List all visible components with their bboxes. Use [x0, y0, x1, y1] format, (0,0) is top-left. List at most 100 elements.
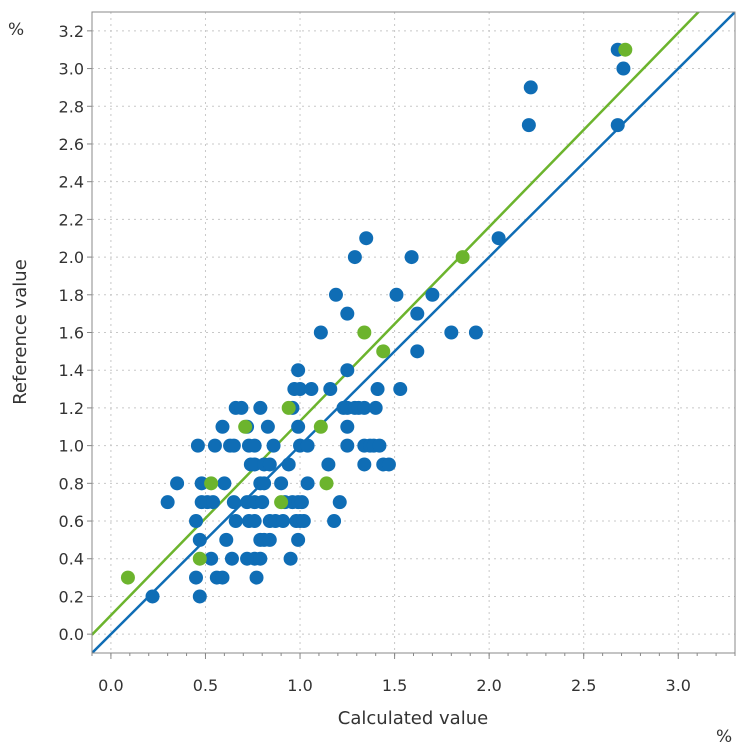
blue-data-point: [260, 419, 275, 434]
x-tick-label: 3.0: [666, 676, 691, 695]
blue-data-point: [347, 250, 362, 265]
blue-data-point: [425, 287, 440, 302]
blue-data-point: [262, 532, 277, 547]
blue-data-point: [357, 457, 372, 472]
green-data-point: [376, 344, 391, 359]
blue-data-point: [523, 80, 538, 95]
green-data-point: [357, 325, 372, 340]
y-tick-label: 1.4: [59, 361, 84, 380]
blue-data-point: [393, 382, 408, 397]
blue-data-point: [281, 457, 296, 472]
blue-data-point: [340, 363, 355, 378]
data-points: [120, 42, 633, 604]
green-data-point: [120, 570, 135, 585]
y-tick-label: 2.0: [59, 248, 84, 267]
blue-data-point: [204, 551, 219, 566]
tick-labels: 0.0 0.5 1.0 1.5 2.0 2.5 3.0 0.0 0.2 0.4 0.6 0.8 1.0 1…: [59, 22, 691, 695]
blue-data-point: [291, 419, 306, 434]
y-tick-label: 2.8: [59, 97, 84, 116]
green-data-point: [281, 400, 296, 415]
blue-data-point: [253, 400, 268, 415]
blue-data-point: [340, 438, 355, 453]
blue-data-point: [372, 438, 387, 453]
green-data-point: [618, 42, 633, 57]
blue-data-point: [410, 306, 425, 321]
blue-data-point: [616, 61, 631, 76]
blue-data-point: [226, 495, 241, 510]
y-tick-label: 0.8: [59, 474, 84, 493]
blue-data-point: [368, 400, 383, 415]
y-tick-label: 3.0: [59, 60, 84, 79]
green-data-point: [274, 495, 289, 510]
blue-data-point: [357, 400, 372, 415]
blue-data-point: [340, 419, 355, 434]
x-unit: %: [716, 727, 732, 747]
blue-data-point: [323, 382, 338, 397]
blue-data-point: [219, 532, 234, 547]
blue-data-point: [257, 476, 272, 491]
blue-data-point: [266, 438, 281, 453]
blue-data-point: [190, 438, 205, 453]
blue-data-point: [300, 476, 315, 491]
green-data-point: [313, 419, 328, 434]
green-data-point: [204, 476, 219, 491]
blue-data-point: [300, 438, 315, 453]
blue-data-point: [226, 438, 241, 453]
blue-data-point: [283, 551, 298, 566]
blue-data-point: [274, 476, 289, 491]
green-data-point: [192, 551, 207, 566]
y-tick-label: 0.2: [59, 587, 84, 606]
blue-data-point: [294, 495, 309, 510]
blue-data-point: [249, 570, 264, 585]
green-data-point: [238, 419, 253, 434]
x-tick-label: 2.5: [571, 676, 596, 695]
blue-data-point: [313, 325, 328, 340]
blue-data-point: [491, 231, 506, 246]
blue-data-point: [217, 476, 232, 491]
blue-data-point: [340, 306, 355, 321]
y-tick-label: 1.0: [59, 437, 84, 456]
blue-data-point: [189, 514, 204, 529]
blue-data-point: [215, 570, 230, 585]
blue-data-point: [321, 457, 336, 472]
blue-data-point: [192, 532, 207, 547]
blue-data-point: [304, 382, 319, 397]
blue-data-point: [228, 514, 243, 529]
x-tick-label: 1.5: [382, 676, 407, 695]
blue-data-point: [206, 495, 221, 510]
y-axis-label: Reference value: [10, 259, 31, 405]
y-tick-label: 1.2: [59, 399, 84, 418]
blue-data-point: [291, 532, 306, 547]
blue-data-point: [247, 438, 262, 453]
blue-data-point: [215, 419, 230, 434]
y-tick-label: 1.6: [59, 324, 84, 343]
blue-data-point: [224, 551, 239, 566]
blue-data-point: [468, 325, 483, 340]
blue-data-point: [389, 287, 404, 302]
blue-data-point: [444, 325, 459, 340]
blue-data-point: [189, 570, 204, 585]
blue-data-point: [328, 287, 343, 302]
blue-data-point: [327, 514, 342, 529]
blue-data-point: [291, 363, 306, 378]
x-axis-label: Calculated value: [338, 708, 488, 729]
y-tick-label: 2.6: [59, 135, 84, 154]
y-tick-label: 2.4: [59, 173, 84, 192]
y-tick-label: 0.0: [59, 625, 84, 644]
blue-data-point: [170, 476, 185, 491]
y-unit: %: [8, 20, 24, 40]
x-tick-label: 2.0: [476, 676, 501, 695]
blue-data-point: [410, 344, 425, 359]
blue-data-point: [234, 400, 249, 415]
blue-data-point: [296, 514, 311, 529]
blue-data-point: [404, 250, 419, 265]
blue-data-point: [247, 514, 262, 529]
y-tick-label: 0.4: [59, 550, 84, 569]
blue-data-point: [253, 551, 268, 566]
green-data-point: [455, 250, 470, 265]
blue-data-point: [160, 495, 175, 510]
blue-data-point: [370, 382, 385, 397]
green-data-point: [319, 476, 334, 491]
x-tick-label: 0.5: [193, 676, 218, 695]
